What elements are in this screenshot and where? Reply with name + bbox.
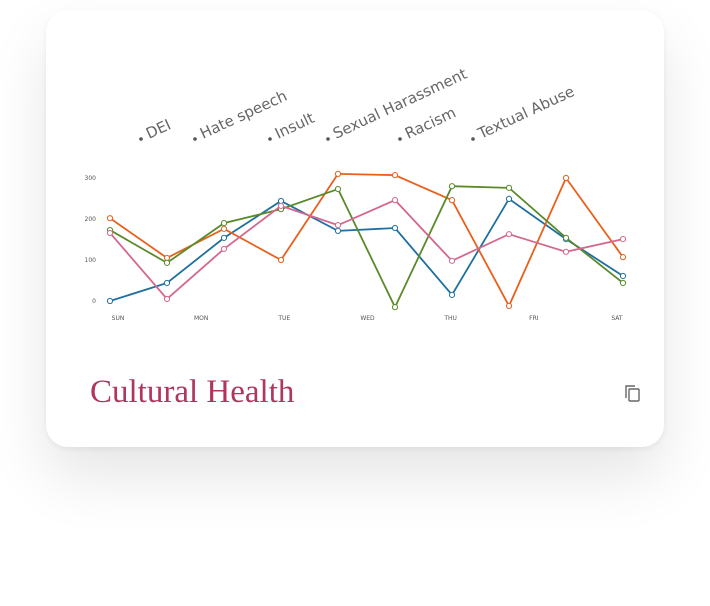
x-tick-label: SAT (611, 315, 623, 322)
legend-label: Textual Abuse (474, 82, 577, 143)
series-line (109, 172, 624, 308)
point (619, 235, 627, 243)
series-line (109, 197, 624, 302)
point (391, 172, 399, 179)
point (448, 291, 456, 298)
legend-label: Racism (402, 103, 459, 142)
x-tick-label: WED (360, 315, 375, 322)
point (391, 304, 399, 311)
point (334, 227, 342, 234)
y-tick-label: 200 (85, 216, 97, 223)
point (334, 170, 342, 177)
y-tick-label: 0 (92, 298, 96, 305)
card-title: Cultural Health (90, 374, 295, 410)
point (562, 248, 570, 255)
point (334, 185, 342, 193)
x-tick-label: THU (443, 315, 457, 322)
y-tick-label: 300 (85, 175, 97, 182)
point (619, 254, 627, 261)
point (277, 256, 285, 264)
point (220, 220, 228, 227)
point (220, 234, 228, 241)
x-tick-label: MON (194, 315, 208, 322)
point (106, 229, 114, 237)
legend-dot (139, 137, 143, 141)
point (562, 174, 570, 182)
card (46, 10, 664, 447)
point (448, 257, 456, 264)
point (106, 215, 114, 222)
point (505, 184, 513, 191)
legend-dot (193, 137, 197, 141)
legend-label: Insult (272, 109, 317, 143)
legend-dot (268, 137, 272, 141)
point (334, 222, 342, 229)
point (505, 195, 513, 203)
point (163, 279, 171, 287)
y-tick-label: 100 (85, 257, 97, 264)
legend-label: DEI (143, 116, 174, 143)
series-line (109, 185, 624, 310)
point (619, 272, 627, 280)
legend-dot (326, 137, 330, 141)
point (562, 234, 570, 241)
legend-dot (398, 137, 402, 141)
point (106, 297, 114, 305)
point (277, 202, 285, 209)
point (220, 245, 228, 253)
point (277, 197, 285, 205)
point (448, 197, 456, 204)
point (505, 231, 513, 238)
point (505, 302, 513, 310)
point (163, 259, 171, 266)
x-tick-label: SUN (112, 315, 125, 322)
point (619, 279, 627, 287)
point (220, 225, 228, 232)
point (391, 197, 399, 204)
point (163, 295, 171, 303)
series-line (109, 199, 624, 301)
legend-dot (471, 137, 475, 141)
x-tick-label: FRI (529, 315, 539, 322)
x-tick-label: TUE (277, 315, 290, 322)
point (391, 224, 399, 232)
point (448, 183, 456, 190)
